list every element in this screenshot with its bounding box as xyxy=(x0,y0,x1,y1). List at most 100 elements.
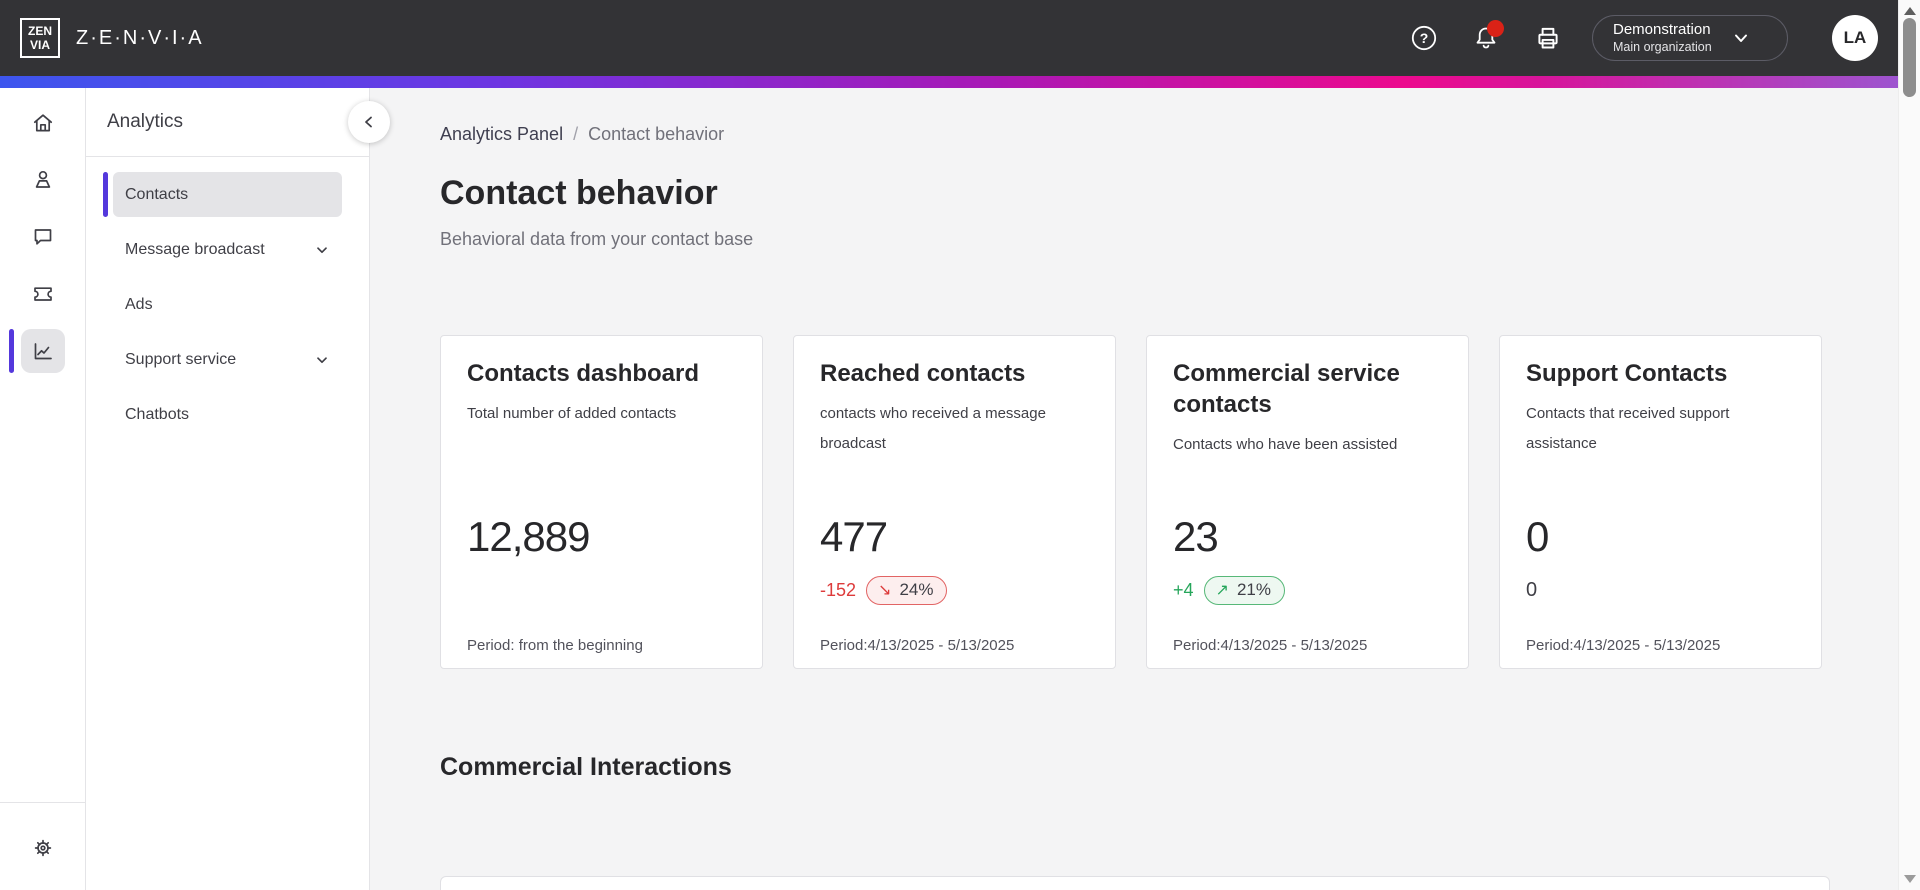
sidebar-item-label: Ads xyxy=(125,295,153,313)
card-commercial-service-contacts: Commercial service contacts Contacts who… xyxy=(1146,335,1469,669)
chevron-down-icon xyxy=(317,246,327,253)
card-title: Commercial service contacts xyxy=(1173,360,1400,418)
card-period: Period:4/13/2025 - 5/13/2025 xyxy=(1526,637,1721,654)
active-rail-indicator xyxy=(9,329,14,373)
kpi-cards-row: Contacts dashboard Total number of added… xyxy=(440,335,1830,669)
line-chart-icon xyxy=(34,343,52,360)
main-content: Analytics Panel / Contact behavior Conta… xyxy=(370,88,1898,890)
card-support-contacts: Support Contacts Contacts that received … xyxy=(1499,335,1822,669)
page-scrollbar[interactable] xyxy=(1898,0,1920,890)
sidebar-menu: Contacts Message broadcast Ads Support s… xyxy=(86,157,369,437)
scrollbar-thumb[interactable] xyxy=(1903,18,1916,97)
settings-button[interactable] xyxy=(21,826,65,870)
brand-wordmark: Z·E·N·V·I·A xyxy=(76,26,204,49)
organization-switcher[interactable]: Demonstration Main organization xyxy=(1592,15,1788,61)
header-actions: ? Demonstration Main organization xyxy=(1378,15,1878,61)
card-secondary-value: 0 xyxy=(1526,578,1538,601)
analytics-sidebar: Analytics Contacts Message broadcast Ads… xyxy=(86,88,370,890)
sidebar-item-chatbots[interactable]: Chatbots xyxy=(113,392,342,437)
sidebar-item-support-service[interactable]: Support service xyxy=(113,337,342,382)
arrow-down-right-icon: ↘ xyxy=(878,581,892,599)
card-period: Period: from the beginning xyxy=(467,637,643,654)
breadcrumb: Analytics Panel / Contact behavior xyxy=(440,124,1830,145)
card-delta-row: 0 xyxy=(1526,573,1795,607)
sidebar-item-label: Contacts xyxy=(125,185,189,203)
chevron-down-icon xyxy=(317,356,327,363)
trend-badge-down: ↘ 24% xyxy=(866,575,948,605)
card-delta-row xyxy=(467,573,736,607)
card-subtitle: contacts who received a message broadcas… xyxy=(820,405,1046,452)
card-period: Period:4/13/2025 - 5/13/2025 xyxy=(1173,637,1368,654)
help-icon: ? xyxy=(1411,25,1437,51)
notification-dot xyxy=(1487,20,1504,37)
badge-percent: 21% xyxy=(1236,579,1271,599)
card-value: 23 xyxy=(1173,513,1219,560)
scroll-up-arrow[interactable] xyxy=(1904,7,1916,15)
commercial-interactions-card xyxy=(440,876,1830,890)
top-header: ZEN VIA Z·E·N·V·I·A ? xyxy=(0,0,1898,76)
chevron-left-icon xyxy=(365,116,372,128)
rail-item-contacts[interactable] xyxy=(21,158,65,202)
page-subtitle: Behavioral data from your contact base xyxy=(440,229,754,249)
rail-item-home[interactable] xyxy=(21,101,65,145)
organization-context: Main organization xyxy=(1613,39,1712,54)
card-delta-row: +4 ↗ 21% xyxy=(1173,573,1442,607)
badge-percent: 24% xyxy=(899,579,934,599)
brand-gradient-bar xyxy=(0,76,1898,88)
sidebar-item-label: Chatbots xyxy=(125,405,190,423)
sidebar-item-contacts[interactable]: Contacts xyxy=(103,172,342,217)
sidebar-item-label: Support service xyxy=(125,350,237,368)
rail-item-analytics[interactable] xyxy=(20,329,65,373)
zenvia-brand[interactable]: ZEN VIA Z·E·N·V·I·A xyxy=(18,16,204,60)
card-subtitle: Total number of added contacts xyxy=(467,405,677,422)
icon-rail xyxy=(0,88,86,890)
notifications-button[interactable] xyxy=(1470,20,1504,54)
sidebar-collapse-button[interactable] xyxy=(348,101,390,143)
section-title-commercial-interactions: Commercial Interactions xyxy=(440,753,732,781)
card-title: Support Contacts xyxy=(1526,360,1728,387)
card-contacts-dashboard: Contacts dashboard Total number of added… xyxy=(440,335,763,669)
chat-icon xyxy=(34,229,51,245)
card-subtitle: Contacts who have been assisted xyxy=(1173,436,1398,453)
arrow-up-right-icon: ↗ xyxy=(1215,581,1229,599)
sidebar-heading: Analytics xyxy=(86,88,369,157)
printer-icon xyxy=(1538,27,1558,49)
svg-text:ZEN: ZEN xyxy=(28,24,52,38)
svg-text:?: ? xyxy=(1420,30,1429,46)
sidebar-item-message-broadcast[interactable]: Message broadcast xyxy=(113,227,342,272)
rail-footer xyxy=(0,802,85,890)
breadcrumb-analytics-panel[interactable]: Analytics Panel xyxy=(440,124,564,144)
gear-icon xyxy=(34,839,51,857)
person-icon xyxy=(35,170,50,188)
help-button[interactable]: ? xyxy=(1408,22,1440,54)
scroll-down-arrow[interactable] xyxy=(1904,875,1916,883)
sidebar-item-label: Message broadcast xyxy=(125,240,265,258)
card-subtitle: Contacts that received support assistanc… xyxy=(1526,405,1730,452)
avatar[interactable]: LA xyxy=(1832,15,1878,61)
breadcrumb-current: Contact behavior xyxy=(588,124,725,144)
card-value: 0 xyxy=(1526,513,1549,560)
breadcrumb-separator: / xyxy=(573,124,579,144)
ticket-icon xyxy=(33,287,52,301)
card-title: Contacts dashboard xyxy=(467,360,700,387)
rail-item-tickets[interactable] xyxy=(21,272,65,316)
delta-value: -152 xyxy=(820,579,857,600)
card-period: Period:4/13/2025 - 5/13/2025 xyxy=(820,637,1015,654)
card-value: 477 xyxy=(820,513,888,560)
page-title: Contact behavior xyxy=(440,174,718,212)
card-reached-contacts: Reached contacts contacts who received a… xyxy=(793,335,1116,669)
print-button[interactable] xyxy=(1532,22,1564,54)
zenvia-logo-icon: ZEN VIA xyxy=(20,18,60,58)
rail-item-conversations[interactable] xyxy=(21,215,65,259)
organization-name: Demonstration xyxy=(1613,20,1711,38)
delta-value: +4 xyxy=(1173,579,1194,600)
chevron-down-icon xyxy=(1730,27,1752,49)
active-item-indicator xyxy=(103,172,108,217)
card-title: Reached contacts xyxy=(820,360,1026,387)
svg-text:VIA: VIA xyxy=(30,38,50,52)
card-delta-row: -152 ↘ 24% xyxy=(820,573,1089,607)
card-value: 12,889 xyxy=(467,513,590,560)
home-icon xyxy=(33,114,52,132)
trend-badge-up: ↗ 21% xyxy=(1203,575,1285,605)
sidebar-item-ads[interactable]: Ads xyxy=(113,282,342,327)
